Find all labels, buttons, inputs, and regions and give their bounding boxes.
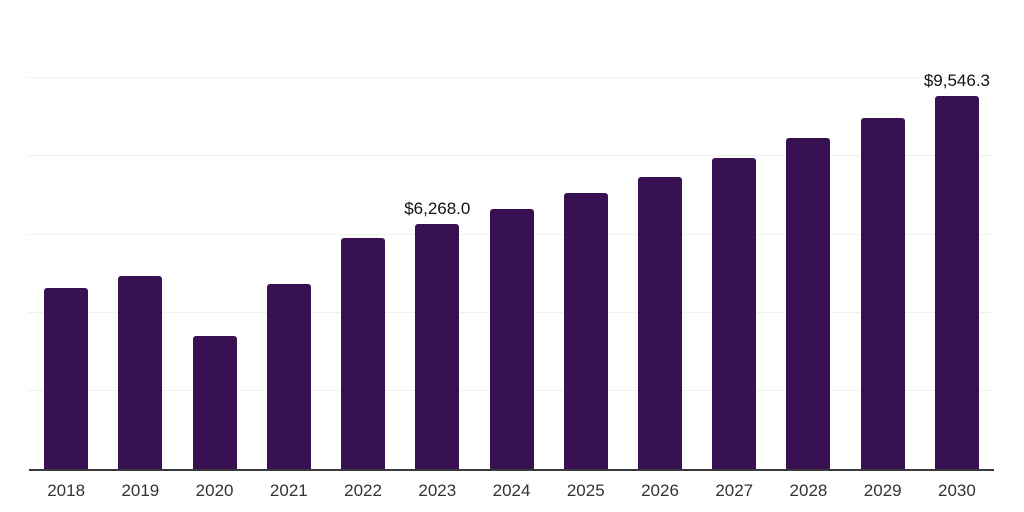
x-tick-label-2026: 2026	[641, 481, 679, 500]
x-tick-label-2024: 2024	[492, 481, 531, 500]
bar-2025	[563, 193, 608, 469]
bar-2018	[44, 287, 89, 469]
bar-slot-2024	[474, 0, 548, 469]
bar-2021	[266, 284, 311, 469]
value-label-2030: $9,546.3	[923, 70, 991, 90]
bar-2019	[118, 275, 163, 469]
gridline-8000	[28, 155, 994, 157]
x-tick-label-2023: 2023	[418, 481, 457, 500]
bar-slot-2018	[29, 0, 103, 469]
x-tick-label-2021: 2021	[269, 481, 308, 500]
bar-2026	[637, 177, 682, 469]
bar-slot-2020	[177, 0, 251, 469]
bar-slot-2027	[697, 0, 771, 469]
bar-slot-2029	[846, 0, 920, 469]
bar-slot-2021	[252, 0, 326, 469]
bar-2024	[489, 209, 534, 469]
x-tick-label-2030: 2030	[938, 481, 976, 500]
x-tick-label-2029: 2029	[863, 481, 902, 500]
bar-2027	[712, 157, 757, 469]
x-axis-labels: 2018 2019 2020 2021 2022 2023 2024 2025 2026 2027…	[29, 481, 994, 501]
bar-slot-2028	[771, 0, 845, 469]
bar-2029	[860, 118, 905, 469]
x-tick-label-2018: 2018	[47, 481, 86, 500]
bar-2030	[934, 95, 979, 469]
plot-area: $6,268.0 $9,546.3	[28, 0, 994, 471]
bars-container: $6,268.0 $9,546.3	[29, 0, 994, 469]
x-tick-label-2022: 2022	[344, 481, 382, 500]
bar-2023	[415, 224, 460, 469]
bar-slot-2030: $9,546.3	[920, 0, 994, 469]
x-tick-label-2019: 2019	[121, 481, 160, 500]
bar-slot-2025	[549, 0, 623, 469]
x-tick-label-2027: 2027	[715, 481, 754, 500]
bar-slot-2026	[623, 0, 697, 469]
bar-2022	[341, 238, 386, 469]
bar-2028	[786, 137, 831, 469]
x-tick-label-2025: 2025	[566, 481, 605, 500]
x-tick-label-2028: 2028	[789, 481, 828, 500]
bar-slot-2019	[103, 0, 177, 469]
gridline-10000	[28, 77, 994, 79]
bar-slot-2022	[326, 0, 400, 469]
value-label-2023: $6,268.0	[404, 199, 471, 219]
x-tick-label-2020: 2020	[195, 481, 234, 500]
bar-slot-2023: $6,268.0	[400, 0, 474, 469]
bar-2020	[192, 336, 237, 469]
